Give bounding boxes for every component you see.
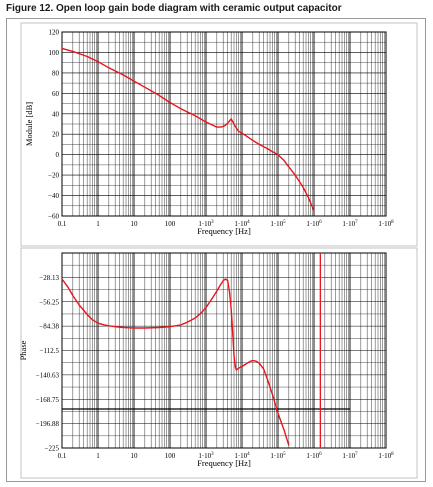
module-xtick-label: 10: [131, 220, 139, 228]
module-xtick-label: 1·104: [234, 220, 250, 228]
module-series-line: [61, 47, 315, 212]
phase-panel-frame: [20, 247, 418, 479]
phase-xtick-label: 1·108: [378, 452, 394, 460]
module-xtick-label: 1·103: [198, 220, 214, 228]
phase-ytick-label: −168.75: [36, 396, 60, 404]
phase-xtick-label: 1·106: [306, 452, 322, 460]
module-ytick-label: −20: [48, 172, 59, 180]
module-ytick-label: 80: [52, 69, 60, 77]
phase-chart: −28.13 −56.25 −84.38 −112.5 −140.63 −168.75 −1…: [18, 247, 418, 479]
module-panel-frame: [20, 22, 418, 247]
phase-ytick-label: −112.5: [40, 347, 60, 355]
phase-ytick-label: −196.88: [36, 420, 60, 428]
module-xlabel: Frequency [Hz]: [197, 226, 251, 236]
module-ytick-label: 60: [52, 90, 60, 98]
module-xtick-label: 1·107: [342, 220, 358, 228]
phase-xtick-label: 1·105: [270, 452, 286, 460]
module-ylabel: Module [dB]: [24, 102, 34, 146]
phase-xtick-label: 10: [131, 452, 139, 460]
module-ytick-label: 120: [49, 29, 60, 37]
phase-ytick-label: −56.25: [39, 298, 59, 306]
phase-xtick-label: 1·103: [198, 452, 214, 460]
phase-ytick-label: −28.13: [39, 274, 59, 282]
phase-xtick-label: 100: [165, 452, 176, 460]
phase-plot-border: [61, 252, 387, 449]
module-ytick-label: −60: [48, 213, 59, 221]
module-xtick-label: 1·106: [306, 220, 322, 228]
phase-ylabel: Phase: [18, 340, 28, 360]
figure-title: Figure 12. Open loop gain bode diagram w…: [6, 3, 342, 14]
phase-ytick-label: −140.63: [36, 371, 60, 379]
module-xtick-label: 1: [96, 220, 100, 228]
phase-ytick-label: −84.38: [39, 323, 59, 331]
phase-xtick-label: 0.1: [58, 452, 67, 460]
phase-xlabel: Frequency [Hz]: [197, 458, 251, 468]
module-ytick-label: −40: [48, 192, 59, 200]
phase-xtick-label: 1·104: [234, 452, 250, 460]
phase-series-line: [61, 278, 290, 446]
phase-xtick-label: 1·107: [342, 452, 358, 460]
module-xtick-label: 0.1: [58, 220, 67, 228]
module-xtick-label: 1·105: [270, 220, 286, 228]
module-chart: 120 100 80 60 40 20 0 −20 −40 −600.1 1 10 100 1·103 1·…: [20, 22, 418, 247]
figure-frame: [6, 18, 426, 482]
module-ytick-label: 20: [52, 131, 60, 139]
phase-xtick-label: 1: [96, 452, 100, 460]
module-xtick-label: 1·108: [378, 220, 394, 228]
module-ytick-label: 40: [52, 110, 60, 118]
module-ytick-label: 100: [49, 49, 60, 57]
module-xtick-label: 100: [165, 220, 176, 228]
phase-ytick-label: −225: [45, 445, 60, 453]
module-plot-border: [61, 31, 387, 217]
module-ytick-label: 0: [56, 151, 60, 159]
